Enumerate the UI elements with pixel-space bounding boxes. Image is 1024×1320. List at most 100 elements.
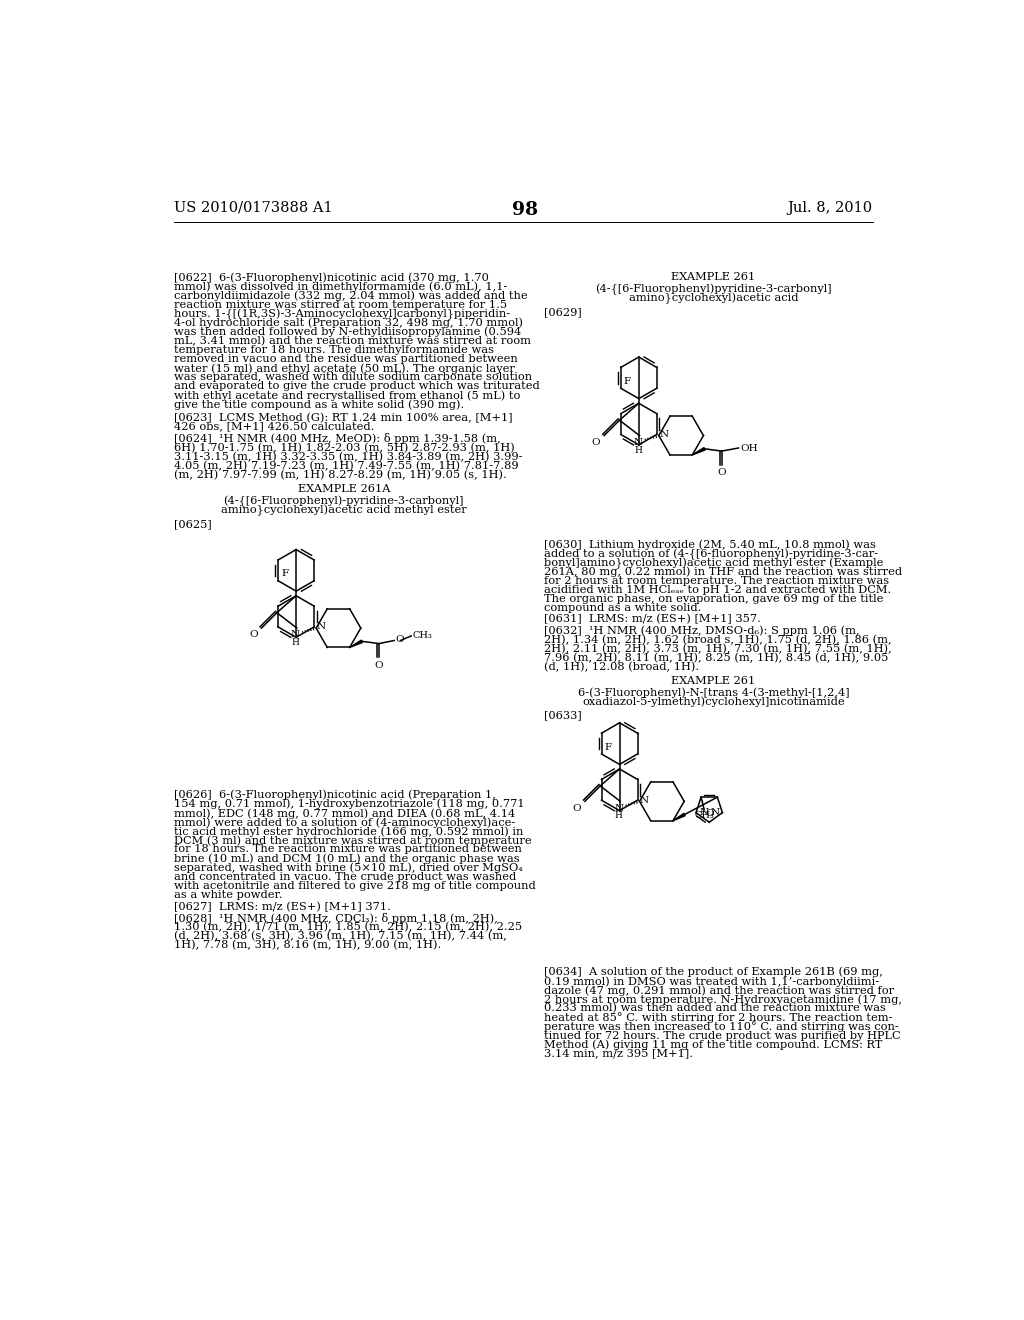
Text: [0626]  6-(3-Fluorophenyl)nicotinic acid (Preparation 1,: [0626] 6-(3-Fluorophenyl)nicotinic acid … <box>174 789 497 800</box>
Text: removed in vacuo and the residue was partitioned between: removed in vacuo and the residue was par… <box>174 354 518 364</box>
Text: N: N <box>711 808 719 817</box>
Text: [0628]  ¹H NMR (400 MHz, CDCl₃): δ ppm 1.18 (m, 2H),: [0628] ¹H NMR (400 MHz, CDCl₃): δ ppm 1.… <box>174 913 499 924</box>
Text: O: O <box>572 804 581 813</box>
Polygon shape <box>349 640 362 647</box>
Text: brine (10 mL) and DCM 1(0 mL) and the organic phase was: brine (10 mL) and DCM 1(0 mL) and the or… <box>174 854 520 865</box>
Text: 2H), 2.11 (m, 2H), 3.73 (m, 1H), 7.30 (m, 1H), 7.55 (m, 1H),: 2H), 2.11 (m, 2H), 3.73 (m, 1H), 7.30 (m… <box>544 644 892 655</box>
Text: 6-(3-Fluorophenyl)-N-[trans 4-(3-methyl-[1,2,4]: 6-(3-Fluorophenyl)-N-[trans 4-(3-methyl-… <box>578 688 849 698</box>
Text: [0631]  LRMS: m/z (ES+) [M+1] 357.: [0631] LRMS: m/z (ES+) [M+1] 357. <box>544 614 761 624</box>
Text: N: N <box>614 804 624 813</box>
Text: 3.11-3.15 (m, 1H) 3.32-3.35 (m, 1H) 3.84-3.89 (m, 2H) 3.99-: 3.11-3.15 (m, 1H) 3.32-3.35 (m, 1H) 3.84… <box>174 451 523 462</box>
Text: was separated, washed with dilute sodium carbonate solution: was separated, washed with dilute sodium… <box>174 372 532 383</box>
Text: reaction mixture was stirred at room temperature for 1.5: reaction mixture was stirred at room tem… <box>174 300 508 310</box>
Text: separated, washed with brine (5×10 mL), dried over MgSO₄: separated, washed with brine (5×10 mL), … <box>174 862 523 873</box>
Text: mmol) was dissolved in dimethylformamide (6.0 mL), 1,1-: mmol) was dissolved in dimethylformamide… <box>174 281 508 292</box>
Text: O: O <box>396 635 404 644</box>
Text: H: H <box>634 446 642 454</box>
Text: O: O <box>249 631 258 639</box>
Text: with ethyl acetate and recrystallised from ethanol (5 mL) to: with ethyl acetate and recrystallised fr… <box>174 391 521 401</box>
Text: (4-{[6-Fluorophenyl)pyridine-3-carbonyl]: (4-{[6-Fluorophenyl)pyridine-3-carbonyl] <box>595 284 831 296</box>
Text: tic acid methyl ester hydrochloride (166 mg, 0.592 mmol) in: tic acid methyl ester hydrochloride (166… <box>174 826 524 837</box>
Text: for 18 hours. The reaction mixture was partitioned between: for 18 hours. The reaction mixture was p… <box>174 845 522 854</box>
Text: was then added followed by N-ethyldiisopropylamine (0.594: was then added followed by N-ethyldiisop… <box>174 327 521 338</box>
Text: 2H), 1.34 (m, 2H), 1.62 (broad s, 1H), 1.75 (d, 2H), 1.86 (m,: 2H), 1.34 (m, 2H), 1.62 (broad s, 1H), 1… <box>544 635 892 645</box>
Text: N: N <box>640 796 649 805</box>
Text: O: O <box>375 660 383 669</box>
Text: dazole (47 mg, 0.291 mmol) and the reaction was stirred for: dazole (47 mg, 0.291 mmol) and the react… <box>544 985 894 995</box>
Text: [0625]: [0625] <box>174 520 212 529</box>
Text: bonyl]amino}cyclohexyl)acetic acid methyl ester (Example: bonyl]amino}cyclohexyl)acetic acid methy… <box>544 558 884 569</box>
Text: N: N <box>634 438 642 447</box>
Text: amino}cyclohexyl)acetic acid: amino}cyclohexyl)acetic acid <box>629 293 798 305</box>
Text: EXAMPLE 261: EXAMPLE 261 <box>672 272 756 282</box>
Text: O: O <box>592 438 600 447</box>
Text: O: O <box>705 809 714 818</box>
Text: [0633]: [0633] <box>544 710 582 721</box>
Text: Method (A) giving 11 mg of the title compound. LCMS: RT: Method (A) giving 11 mg of the title com… <box>544 1040 883 1051</box>
Text: oxadiazol-5-ylmethyl)cyclohexyl]nicotinamide: oxadiazol-5-ylmethyl)cyclohexyl]nicotina… <box>582 697 845 708</box>
Text: [0627]  LRMS: m/z (ES+) [M+1] 371.: [0627] LRMS: m/z (ES+) [M+1] 371. <box>174 902 391 912</box>
Text: F: F <box>604 743 611 751</box>
Text: N: N <box>316 623 326 631</box>
Text: N: N <box>699 808 709 817</box>
Text: H: H <box>614 812 623 820</box>
Text: [0630]  Lithium hydroxide (2M, 5.40 mL, 10.8 mmol) was: [0630] Lithium hydroxide (2M, 5.40 mL, 1… <box>544 540 876 550</box>
Text: OH: OH <box>740 444 758 453</box>
Text: perature was then increased to 110° C. and stirring was con-: perature was then increased to 110° C. a… <box>544 1022 899 1032</box>
Text: 0.233 mmol) was then added and the reaction mixture was: 0.233 mmol) was then added and the react… <box>544 1003 886 1014</box>
Text: (d, 1H), 12.08 (broad, 1H).: (d, 1H), 12.08 (broad, 1H). <box>544 663 699 672</box>
Text: [0629]: [0629] <box>544 308 582 317</box>
Text: and evaporated to give the crude product which was triturated: and evaporated to give the crude product… <box>174 381 541 392</box>
Text: 4-ol hydrochloride salt (Preparation 32, 498 mg, 1.70 mmol): 4-ol hydrochloride salt (Preparation 32,… <box>174 318 523 329</box>
Text: EXAMPLE 261: EXAMPLE 261 <box>672 676 756 686</box>
Text: 1.30 (m, 2H), 1/71 (m, 1H), 1.85 (m, 2H), 2.15 (m, 2H), 2.25: 1.30 (m, 2H), 1/71 (m, 1H), 1.85 (m, 2H)… <box>174 923 522 932</box>
Text: [0623]  LCMS Method (G): RT 1.24 min 100% area, [M+1]: [0623] LCMS Method (G): RT 1.24 min 100%… <box>174 412 513 422</box>
Text: 4.05 (m, 2H) 7.19-7.23 (m, 1H) 7.49-7.55 (m, 1H) 7.81-7.89: 4.05 (m, 2H) 7.19-7.23 (m, 1H) 7.49-7.55… <box>174 461 519 471</box>
Text: The organic phase, on evaporation, gave 69 mg of the title: The organic phase, on evaporation, gave … <box>544 594 884 605</box>
Text: F: F <box>282 569 289 578</box>
Text: 261A, 80 mg, 0.22 mmol) in THF and the reaction was stirred: 261A, 80 mg, 0.22 mmol) in THF and the r… <box>544 566 902 577</box>
Text: mL, 3.41 mmol) and the reaction mixture was stirred at room: mL, 3.41 mmol) and the reaction mixture … <box>174 337 531 346</box>
Text: hours. 1-{[(1R,3S)-3-Aminocyclohexyl]carbonyl}piperidin-: hours. 1-{[(1R,3S)-3-Aminocyclohexyl]car… <box>174 309 511 319</box>
Text: F: F <box>624 378 631 385</box>
Text: (4-{[6-Fluorophenyl)-pyridine-3-carbonyl]: (4-{[6-Fluorophenyl)-pyridine-3-carbonyl… <box>223 496 464 507</box>
Text: mmol), EDC (148 mg, 0.77 mmol) and DIEA (0.68 mL, 4.14: mmol), EDC (148 mg, 0.77 mmol) and DIEA … <box>174 808 516 818</box>
Text: with acetonitrile and filtered to give 218 mg of title compound: with acetonitrile and filtered to give 2… <box>174 880 537 891</box>
Text: DCM (3 ml) and the mixture was stirred at room temperature: DCM (3 ml) and the mixture was stirred a… <box>174 836 532 846</box>
Text: CH₃: CH₃ <box>413 631 432 640</box>
Text: O: O <box>717 469 726 477</box>
Text: 3.14 min, m/z 395 [M+1].: 3.14 min, m/z 395 [M+1]. <box>544 1048 693 1059</box>
Text: amino}cyclohexyl)acetic acid methyl ester: amino}cyclohexyl)acetic acid methyl este… <box>221 506 467 516</box>
Text: temperature for 18 hours. The dimethylformamide was: temperature for 18 hours. The dimethylfo… <box>174 345 495 355</box>
Text: as a white powder.: as a white powder. <box>174 890 283 900</box>
Text: heated at 85° C. with stirring for 2 hours. The reaction tem-: heated at 85° C. with stirring for 2 hou… <box>544 1012 893 1023</box>
Text: 6H) 1.70-1.75 (m, 1H) 1.82-2.03 (m, 5H) 2.87-2.93 (m, 1H): 6H) 1.70-1.75 (m, 1H) 1.82-2.03 (m, 5H) … <box>174 442 515 453</box>
Text: 2 hours at room temperature. N-Hydroxyacetamidine (17 mg,: 2 hours at room temperature. N-Hydroxyac… <box>544 994 902 1005</box>
Text: N: N <box>659 430 669 440</box>
Text: 7.96 (m, 2H), 8.11 (m, 1H), 8.25 (m, 1H), 8.45 (d, 1H), 9.05: 7.96 (m, 2H), 8.11 (m, 1H), 8.25 (m, 1H)… <box>544 653 889 664</box>
Text: [0622]  6-(3-Fluorophenyl)nicotinic acid (370 mg, 1.70: [0622] 6-(3-Fluorophenyl)nicotinic acid … <box>174 272 489 282</box>
Polygon shape <box>692 447 706 455</box>
Text: N: N <box>291 631 300 639</box>
Text: (m, 2H) 7.97-7.99 (m, 1H) 8.27-8.29 (m, 1H) 9.05 (s, 1H).: (m, 2H) 7.97-7.99 (m, 1H) 8.27-8.29 (m, … <box>174 470 507 480</box>
Text: EXAMPLE 261A: EXAMPLE 261A <box>298 484 390 494</box>
Text: (d, 2H), 3.68 (s, 3H), 3.96 (m, 1H), 7.15 (m, 1H), 7.44 (m,: (d, 2H), 3.68 (s, 3H), 3.96 (m, 1H), 7.1… <box>174 931 507 941</box>
Text: acidified with 1M HClₑₐₑ to pH 1-2 and extracted with DCM.: acidified with 1M HClₑₐₑ to pH 1-2 and e… <box>544 585 891 595</box>
Text: added to a solution of (4-{[6-fluorophenyl)-pyridine-3-car-: added to a solution of (4-{[6-fluorophen… <box>544 549 879 560</box>
Text: 1H), 7.78 (m, 3H), 8.16 (m, 1H), 9.00 (m, 1H).: 1H), 7.78 (m, 3H), 8.16 (m, 1H), 9.00 (m… <box>174 940 441 950</box>
Text: [0632]  ¹H NMR (400 MHz, DMSO-d₆): S ppm 1.06 (m,: [0632] ¹H NMR (400 MHz, DMSO-d₆): S ppm … <box>544 626 860 636</box>
Text: US 2010/0173888 A1: US 2010/0173888 A1 <box>174 201 333 215</box>
Text: Jul. 8, 2010: Jul. 8, 2010 <box>787 201 872 215</box>
Text: carbonyldiimidazole (332 mg, 2.04 mmol) was added and the: carbonyldiimidazole (332 mg, 2.04 mmol) … <box>174 290 528 301</box>
Text: H: H <box>292 638 299 647</box>
Text: CH₃: CH₃ <box>694 810 714 820</box>
Text: compound as a white solid.: compound as a white solid. <box>544 603 701 614</box>
Text: tinued for 72 hours. The crude product was purified by HPLC: tinued for 72 hours. The crude product w… <box>544 1031 901 1040</box>
Text: mmol) were added to a solution of (4-aminocyclohexyl)ace-: mmol) were added to a solution of (4-ami… <box>174 817 516 828</box>
Text: for 2 hours at room temperature. The reaction mixture was: for 2 hours at room temperature. The rea… <box>544 576 889 586</box>
Text: 98: 98 <box>512 201 538 219</box>
Text: give the title compound as a white solid (390 mg).: give the title compound as a white solid… <box>174 400 465 411</box>
Text: 426 obs, [M+1] 426.50 calculated.: 426 obs, [M+1] 426.50 calculated. <box>174 421 375 432</box>
Text: and concentrated in vacuo. The crude product was washed: and concentrated in vacuo. The crude pro… <box>174 871 517 882</box>
Text: water (15 ml) and ethyl acetate (50 mL). The organic layer: water (15 ml) and ethyl acetate (50 mL).… <box>174 363 515 374</box>
